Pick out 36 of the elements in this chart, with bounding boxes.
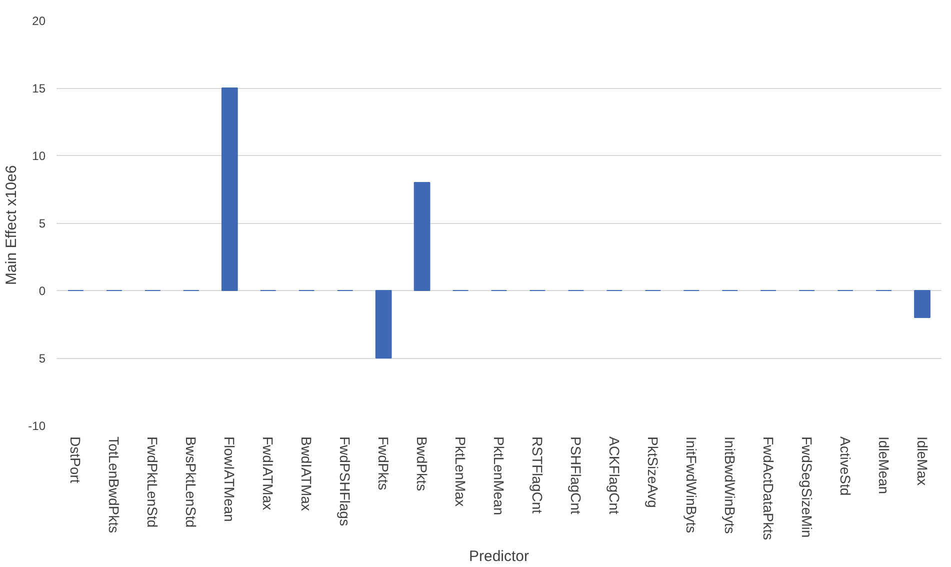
x-tick-label: PktLenMax <box>452 436 469 507</box>
x-tick-label: FwdPSHFlags <box>337 436 354 526</box>
x-tick-label: InitFwdWinByts <box>683 436 700 533</box>
x-tick-label: FwdPkts <box>376 436 392 490</box>
x-tick-label: InitBwdWinByts <box>722 436 738 534</box>
x-tick-label: FwdActDataPkts <box>760 436 776 540</box>
y-tick-label: 15 <box>32 82 46 96</box>
x-tick-label: FlowIATMean <box>222 436 238 522</box>
y-tick-label: 10 <box>32 149 46 163</box>
x-tick-label: BwdIATMax <box>298 436 315 511</box>
y-tick-label: -10 <box>28 419 46 433</box>
x-tick-label: RSTFlagCnt <box>529 436 546 514</box>
x-tick-label: ACKFlagCnt <box>606 436 622 514</box>
x-tick-label: PSHFlagCnt <box>568 436 584 514</box>
x-tick-label: ActiveStd <box>837 436 854 496</box>
x-tick-label: PktSizeAvg <box>644 436 661 508</box>
x-tick-label: BwdPkts <box>414 436 430 491</box>
y-tick-label: 5 <box>38 216 46 230</box>
x-tick-label: DstPort <box>68 436 84 484</box>
bar <box>914 290 930 318</box>
y-tick-label: 0 <box>38 284 46 298</box>
x-tick-label: IdleMean <box>876 436 892 494</box>
x-tick-label: BwsPktLenStd <box>183 436 200 528</box>
x-tick-label: IdleMax <box>914 436 930 486</box>
x-tick-label: FwdSegSizeMin <box>798 436 815 538</box>
bar <box>375 290 392 358</box>
x-tick-label: PktLenMean <box>491 436 507 516</box>
y-tick-label: 20 <box>32 14 46 28</box>
y-tick-label: 5 <box>38 352 46 366</box>
x-axis-title: Predictor <box>468 548 530 565</box>
bar <box>221 88 238 291</box>
x-tick-label: FwdPktLenStd <box>144 436 161 528</box>
y-axis-title: Main Effect x10e6 <box>3 165 20 285</box>
x-tick-label: TotLenBwdPkts <box>106 436 122 533</box>
bar <box>414 182 430 291</box>
x-tick-label: FwdIATMax <box>260 436 276 510</box>
